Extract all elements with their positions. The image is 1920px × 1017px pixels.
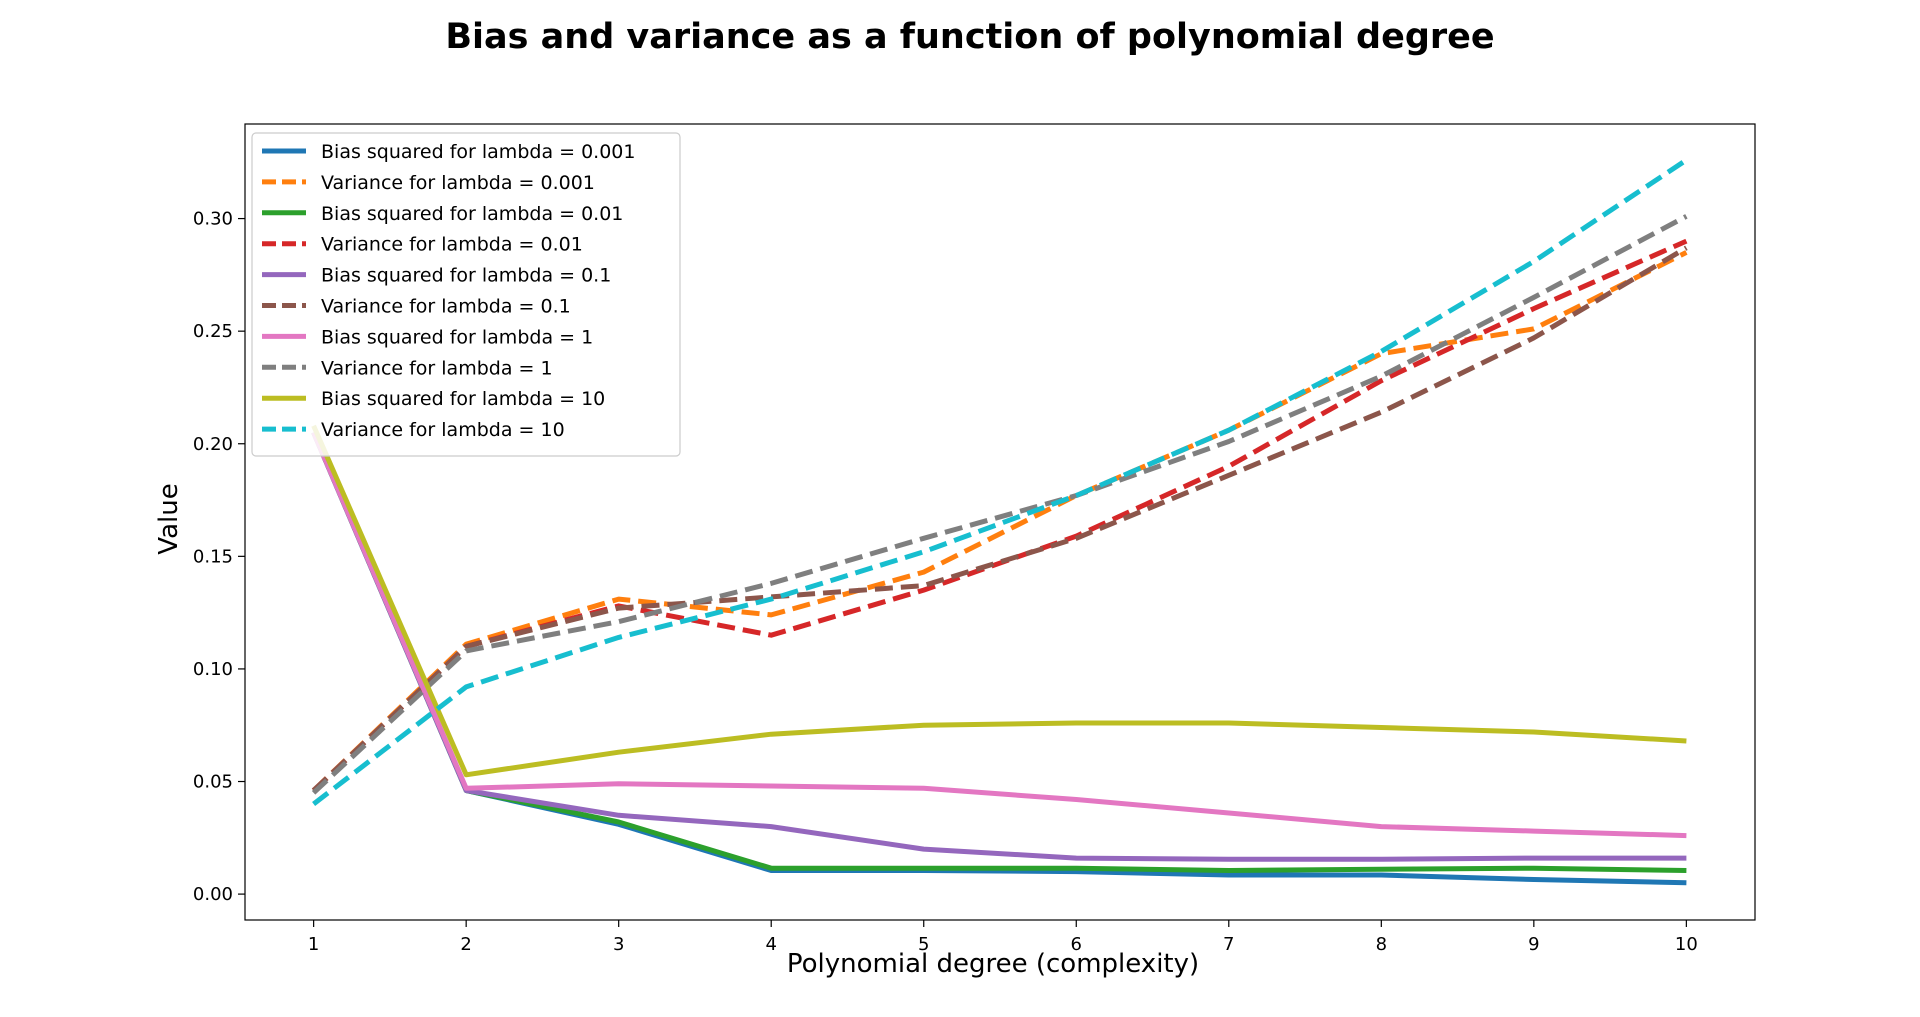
series-line-9 (311, 424, 1687, 778)
series-line-6 (311, 245, 1688, 793)
x-axis: 1 2 3 4 5 6 7 8 9 10 (308, 920, 1698, 955)
x-axis-label: Polynomial degree (complexity) (787, 949, 1199, 979)
legend-label: Variance for lambda = 1 (321, 357, 553, 379)
plot-area (244, 123, 1756, 921)
x-tick-label: 2 (460, 934, 471, 955)
x-tick-label: 3 (613, 934, 624, 955)
legend-label: Variance for lambda = 0.001 (321, 172, 595, 194)
series-line-1 (311, 431, 1687, 886)
x-tick-label: 4 (765, 934, 776, 955)
y-tick-label: 0.25 (193, 321, 233, 342)
y-tick-label: 0.20 (193, 434, 233, 455)
legend-label: Variance for lambda = 10 (321, 419, 565, 441)
series-line-10 (312, 157, 1688, 806)
chart-title: Bias and variance as a function of polyn… (445, 17, 1494, 57)
x-tick-label: 6 (1071, 934, 1082, 955)
y-tick-label: 0.30 (193, 209, 233, 230)
x-tick-label: 7 (1223, 934, 1234, 955)
legend-label: Bias squared for lambda = 1 (321, 326, 593, 348)
series-line-8 (311, 214, 1688, 795)
y-tick-label: 0.05 (193, 772, 233, 793)
x-tick-label: 10 (1675, 934, 1698, 955)
series-line-5 (311, 431, 1687, 862)
legend-label: Variance for lambda = 0.1 (321, 296, 571, 318)
legend-label: Bias squared for lambda = 0.01 (321, 203, 623, 225)
legend: Bias squared for lambda = 0.001 Variance … (251, 132, 681, 457)
legend-box (251, 132, 681, 457)
legend-label: Bias squared for lambda = 0.1 (321, 265, 611, 287)
x-tick-label: 5 (918, 934, 929, 955)
y-axis: 0.00 0.05 0.10 0.15 0.20 0.25 0.30 (193, 209, 245, 905)
series-line-2 (311, 250, 1688, 793)
y-tick-label: 0.10 (193, 659, 233, 680)
legend-label: Bias squared for lambda = 0.001 (321, 141, 635, 163)
y-tick-label: 0.15 (193, 546, 233, 567)
series-line-3 (311, 431, 1687, 873)
y-axis-label: Value (154, 483, 184, 554)
y-tick-label: 0.00 (193, 884, 233, 905)
x-tick-label: 8 (1376, 934, 1387, 955)
x-tick-label: 1 (308, 934, 319, 955)
x-tick-label: 9 (1528, 934, 1539, 955)
plot-frame (244, 123, 1756, 921)
series-line-7 (311, 431, 1687, 839)
legend-label: Bias squared for lambda = 10 (321, 388, 605, 410)
legend-label: Variance for lambda = 0.01 (321, 234, 583, 256)
